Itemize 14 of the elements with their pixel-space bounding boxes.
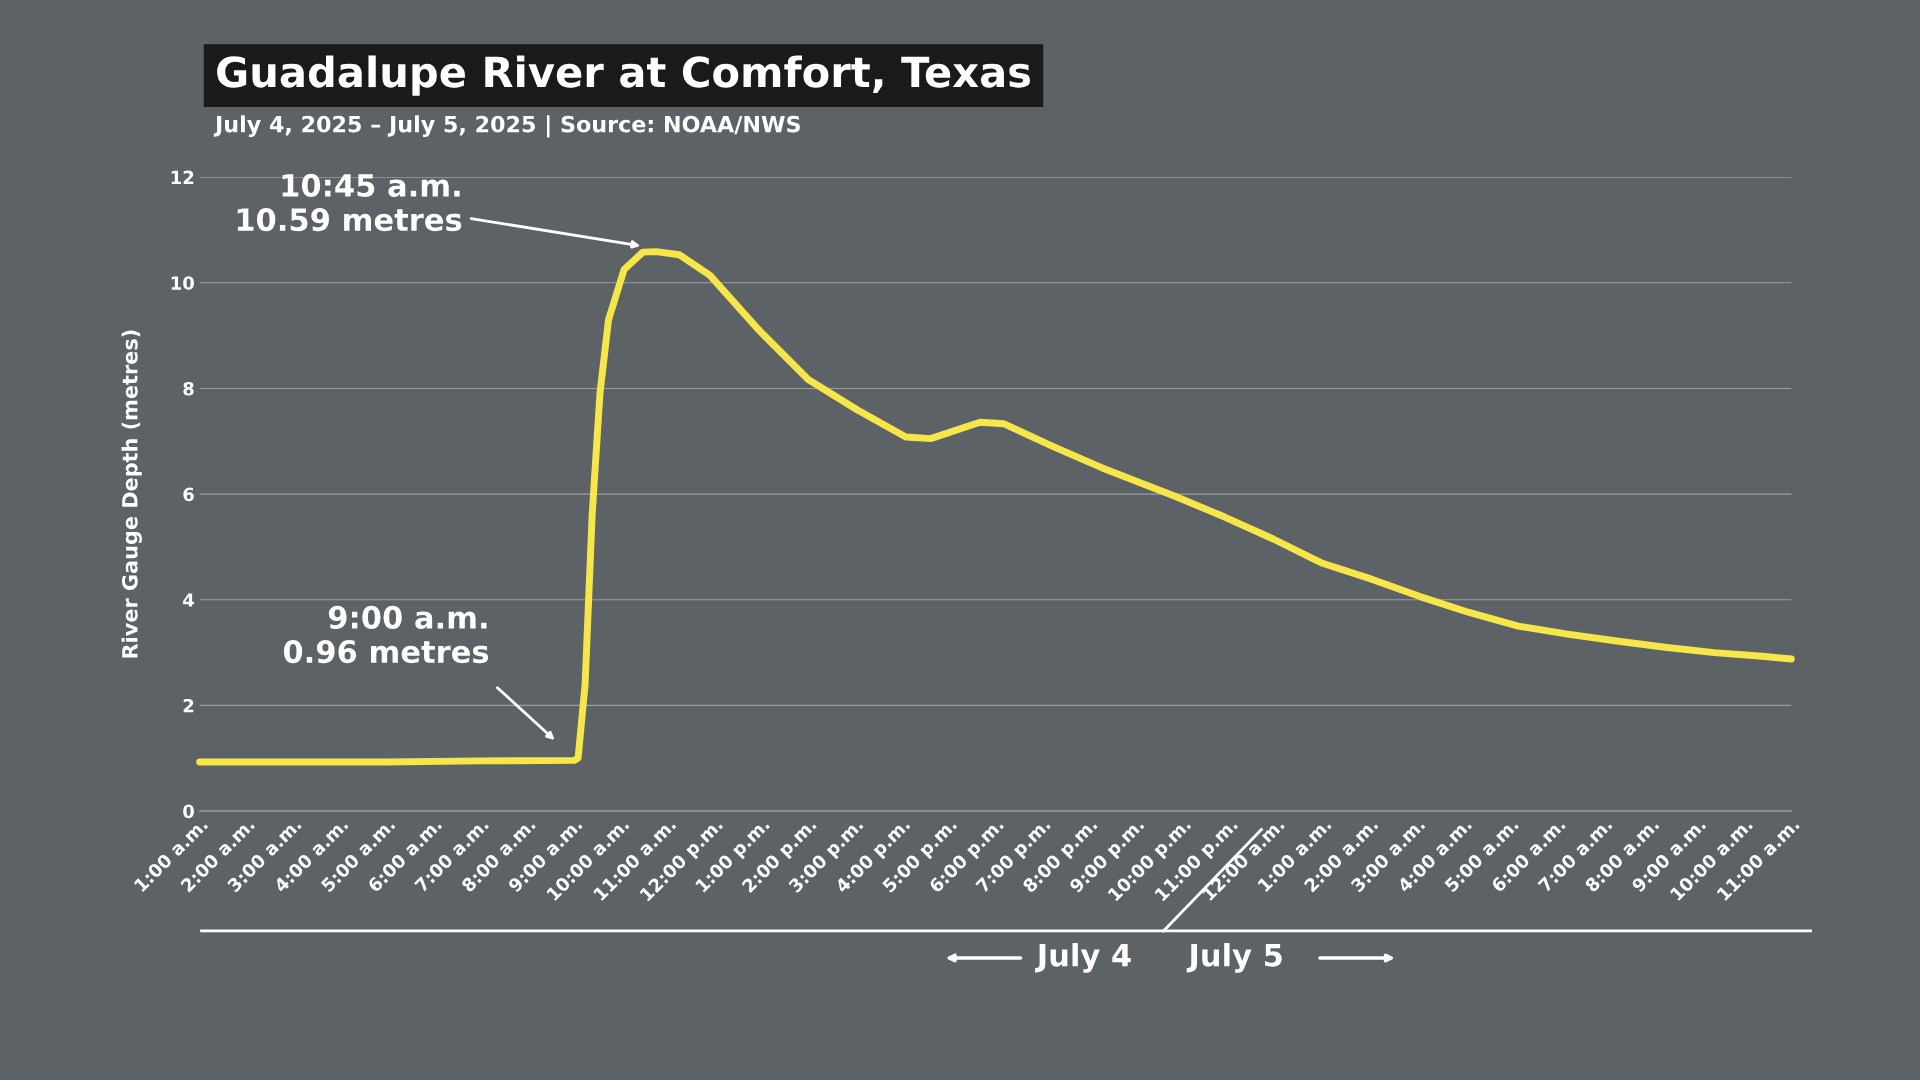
y-tick-label: 2	[183, 698, 194, 713]
y-tick-label: 10	[171, 276, 194, 290]
annotation: 9:00 a.m. 0.96 metres	[283, 605, 489, 664]
text: July 5	[1186, 943, 1282, 973]
y-axis-title: River Gauge Depth (metres)	[121, 330, 142, 658]
chart-subtitle: July 4, 2025 – July 5, 2025 | Source: NOAA/NWS	[213, 115, 800, 138]
chart-title: Guadalupe River at Comfort, Texas	[217, 55, 1031, 96]
y-tick-label: 12	[171, 170, 194, 184]
y-tick-label: 6	[183, 487, 194, 502]
y-tick-label: 4	[183, 593, 194, 607]
text: July 4	[1035, 943, 1131, 973]
y-tick-label: 0	[183, 804, 194, 819]
annotation: 10:45 a.m. 10.59 metres	[237, 173, 462, 232]
y-tick-label: 8	[183, 381, 194, 396]
